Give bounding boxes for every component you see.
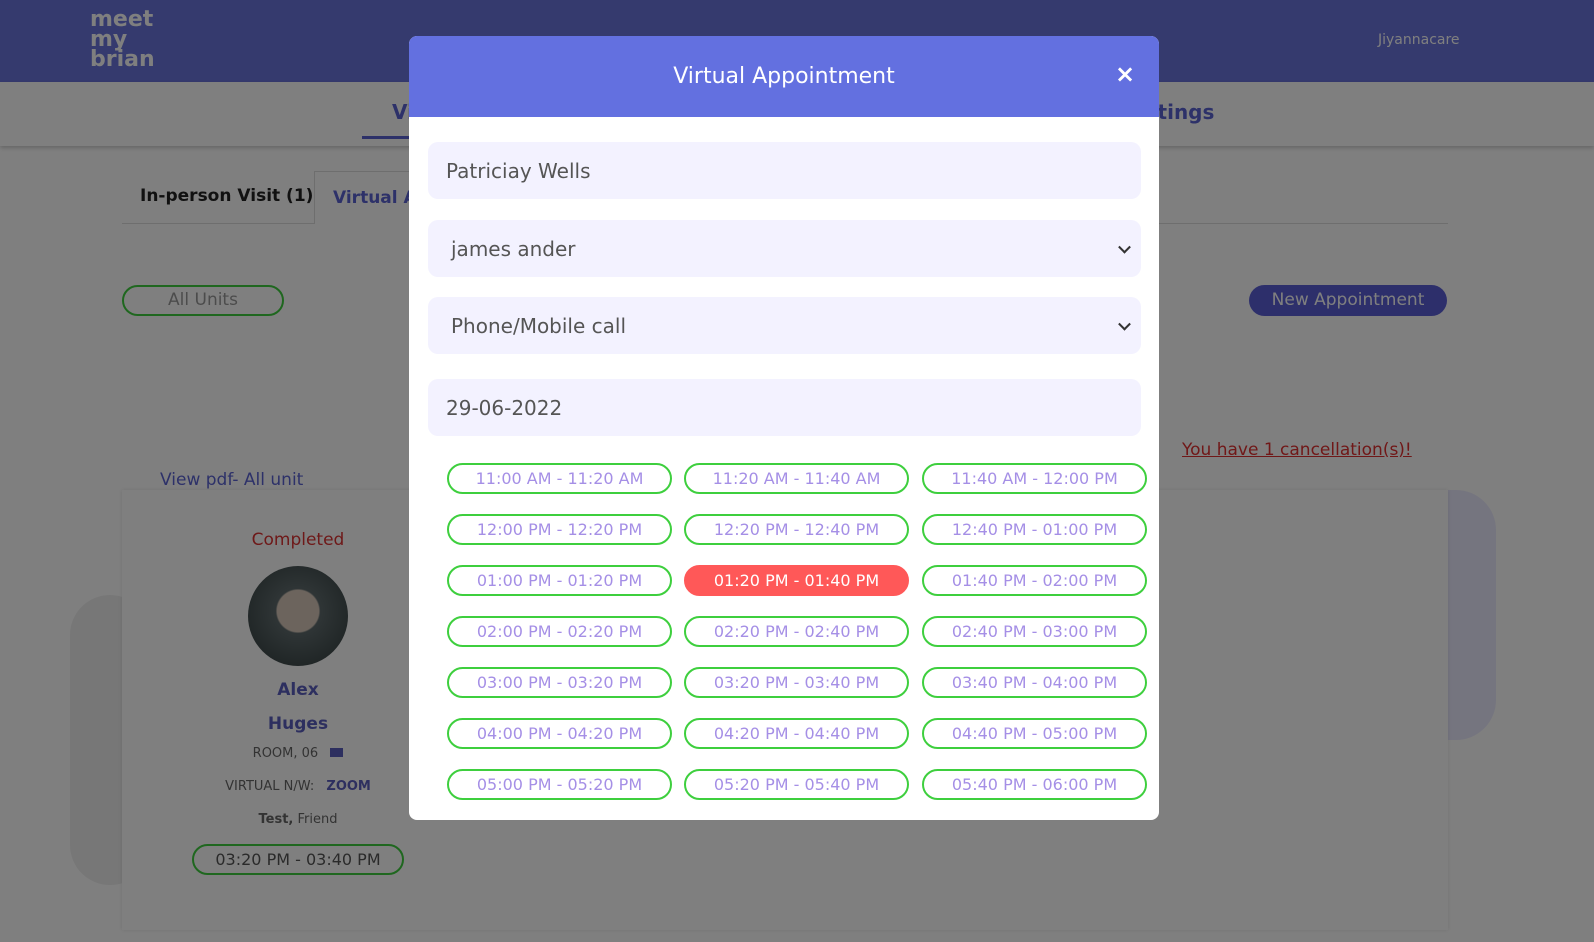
date: 29-06-2022: [446, 395, 563, 420]
staff: james ander: [451, 236, 576, 261]
time-slot[interactable]: 01:00 PM - 01:20 PM: [447, 565, 672, 596]
time-slot-selected[interactable]: 01:20 PM - 01:40 PM: [684, 565, 909, 596]
modal-title: Virtual Appointment: [673, 64, 895, 89]
time-slot[interactable]: 11:00 AM - 11:20 AM: [447, 463, 672, 494]
time-slot[interactable]: 11:40 AM - 12:00 PM: [922, 463, 1147, 494]
time-slot[interactable]: 02:20 PM - 02:40 PM: [684, 616, 909, 647]
time-slot[interactable]: 05:20 PM - 05:40 PM: [684, 769, 909, 800]
time-slot[interactable]: 12:40 PM - 01:00 PM: [922, 514, 1147, 545]
staff-select[interactable]: james ander: [428, 220, 1141, 277]
chevron: [1118, 240, 1131, 254]
time-slot[interactable]: 03:00 PM - 03:20 PM: [447, 667, 672, 698]
chevron: [1118, 317, 1131, 331]
time-slot[interactable]: 02:40 PM - 03:00 PM: [922, 616, 1147, 647]
time-slot[interactable]: 04:00 PM - 04:20 PM: [447, 718, 672, 749]
time-slot[interactable]: 01:40 PM - 02:00 PM: [922, 565, 1147, 596]
time-slot[interactable]: 05:00 PM - 05:20 PM: [447, 769, 672, 800]
patient-field[interactable]: Patriciay Wells: [428, 142, 1141, 199]
time-slot[interactable]: 04:20 PM - 04:40 PM: [684, 718, 909, 749]
time-slot[interactable]: 03:20 PM - 03:40 PM: [684, 667, 909, 698]
time-slot[interactable]: 12:20 PM - 12:40 PM: [684, 514, 909, 545]
time-slot[interactable]: 05:40 PM - 06:00 PM: [922, 769, 1147, 800]
time-slot[interactable]: 12:00 PM - 12:20 PM: [447, 514, 672, 545]
time-slot[interactable]: 03:40 PM - 04:00 PM: [922, 667, 1147, 698]
date-field[interactable]: 29-06-2022: [428, 379, 1141, 436]
close-button[interactable]: ×: [1115, 60, 1136, 88]
patient: Patriciay Wells: [446, 158, 591, 183]
modal-header: Virtual Appointment ×: [409, 36, 1159, 117]
mode-select[interactable]: Phone/Mobile call: [428, 297, 1141, 354]
time-slot[interactable]: 11:20 AM - 11:40 AM: [684, 463, 909, 494]
modal: Virtual Appointment × Patriciay Wells ja…: [409, 36, 1159, 820]
time-slot[interactable]: 04:40 PM - 05:00 PM: [922, 718, 1147, 749]
time-slot[interactable]: 02:00 PM - 02:20 PM: [447, 616, 672, 647]
mode: Phone/Mobile call: [451, 313, 627, 338]
